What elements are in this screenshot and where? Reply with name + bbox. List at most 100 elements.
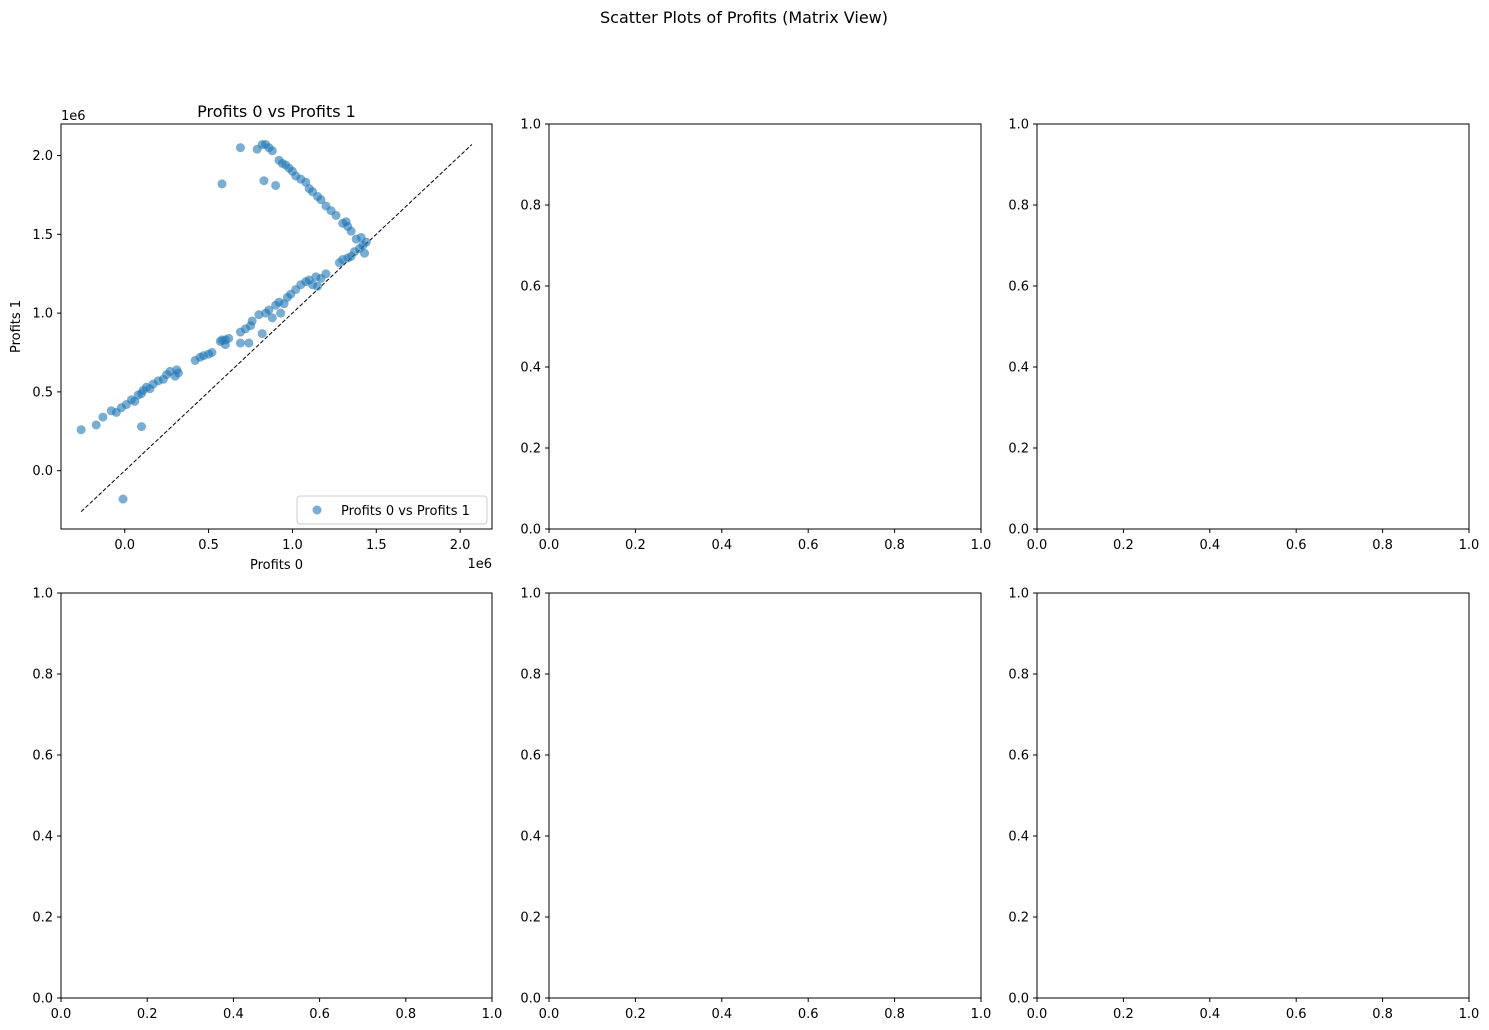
reference-diagonal-line — [80, 144, 473, 513]
y-tick-label: 0.8 — [520, 668, 541, 683]
y-tick-label: 1.0 — [1008, 587, 1029, 602]
y-tick-label: 0.6 — [520, 280, 541, 295]
data-point — [351, 234, 361, 244]
axes-frame — [548, 592, 982, 999]
y-tick-label: 0.8 — [520, 199, 541, 214]
x-tick-label: 1.0 — [971, 1007, 992, 1022]
y-tick-label: 0.6 — [1008, 749, 1029, 764]
x-tick-label: 0.6 — [798, 1007, 819, 1022]
x-tick-label: 0.0 — [51, 1007, 72, 1022]
data-point — [267, 313, 277, 323]
data-point — [313, 281, 323, 291]
x-tick-label: 1.5 — [366, 538, 387, 553]
legend-marker — [312, 505, 322, 515]
subplot-empty-2: 0.0 0.2 0.4 0.6 0.8 1.0 0.0 0.2 0.4 0.6 0.8 1.0 — [1008, 118, 1479, 554]
data-point — [235, 143, 245, 153]
x-tick-label: 0.6 — [1286, 538, 1307, 553]
x-tick-label: 0.4 — [223, 1007, 244, 1022]
y-tick-label: 0.2 — [32, 911, 53, 926]
y-tick-label: 0.0 — [32, 464, 53, 479]
x-tick-label: 0.2 — [1113, 1007, 1134, 1022]
data-point — [98, 412, 108, 422]
y-tick-label: 0.8 — [1008, 668, 1029, 683]
x-axis-label: Profits 0 — [250, 558, 303, 573]
data-point — [257, 329, 267, 339]
y-tick-label: 0.2 — [520, 442, 541, 457]
x-tick-label: 0.4 — [1199, 538, 1220, 553]
axes-frame — [60, 123, 493, 530]
y-tick-label: 1.0 — [32, 587, 53, 602]
data-point — [244, 338, 254, 348]
x-tick-label: 2.0 — [450, 538, 471, 553]
y-tick-label: 1.0 — [1008, 118, 1029, 133]
axes-frame — [1036, 592, 1470, 999]
x-tick-label: 0.2 — [625, 1007, 646, 1022]
x-tick-label: 0.6 — [1286, 1007, 1307, 1022]
axes-frame — [1036, 123, 1470, 530]
data-point — [207, 348, 217, 358]
data-point — [173, 368, 183, 378]
y-tick-label: 1.0 — [520, 118, 541, 133]
x-tick-label: 0.2 — [137, 1007, 158, 1022]
axes-frame — [60, 592, 493, 999]
x-tick-label: 0.8 — [395, 1007, 416, 1022]
y-tick-label: 0.4 — [32, 830, 53, 845]
subplot-empty-5: 0.0 0.2 0.4 0.6 0.8 1.0 0.0 0.2 0.4 0.6 0.8 1.0 — [1008, 587, 1479, 1023]
y-tick-label: 0.8 — [32, 668, 53, 683]
data-point — [321, 201, 331, 211]
subplot-empty-3: 0.0 0.2 0.4 0.6 0.8 1.0 0.0 0.2 0.4 0.6 0.8 1.0 — [32, 587, 502, 1023]
legend-label: Profits 0 vs Profits 1 — [341, 504, 470, 519]
data-point — [274, 155, 284, 165]
x-tick-label: 0.6 — [798, 538, 819, 553]
x-tick-label: 0.8 — [1372, 538, 1393, 553]
y-tick-label: 0.0 — [32, 992, 53, 1007]
x-tick-label: 1.0 — [482, 1007, 503, 1022]
data-point — [321, 269, 331, 279]
y-axis-label: Profits 1 — [9, 300, 24, 353]
x-tick-label: 0.0 — [1027, 538, 1048, 553]
x-tick-label: 0.4 — [711, 538, 732, 553]
x-tick-label: 0.5 — [198, 538, 219, 553]
x-tick-label: 0.8 — [884, 538, 905, 553]
x-tick-label: 1.0 — [1459, 538, 1480, 553]
x-tick-label: 0.2 — [625, 538, 646, 553]
x-tick-label: 1.0 — [971, 538, 992, 553]
x-tick-label: 0.0 — [1027, 1007, 1048, 1022]
y-tick-label: 0.0 — [1008, 523, 1029, 538]
x-tick-label: 0.6 — [309, 1007, 330, 1022]
data-point — [118, 494, 128, 504]
y-tick-label: 0.0 — [520, 523, 541, 538]
data-point — [76, 425, 86, 435]
y-tick-label: 0.8 — [1008, 199, 1029, 214]
y-tick-label: 0.6 — [520, 749, 541, 764]
subplot-empty-4: 0.0 0.2 0.4 0.6 0.8 1.0 0.0 0.2 0.4 0.6 0.8 1.0 — [520, 587, 991, 1023]
y-tick-label: 0.2 — [1008, 442, 1029, 457]
y-tick-label: 1.5 — [32, 228, 53, 243]
y-tick-label: 0.4 — [1008, 361, 1029, 376]
y-tick-label: 0.0 — [520, 992, 541, 1007]
data-point — [136, 422, 146, 432]
subplot-profits-0-vs-1: 0.0 0.5 1.0 1.5 2.0 0.0 0.5 1.0 1.5 2.0 Profits 0 … — [9, 102, 493, 573]
data-point — [217, 179, 227, 189]
x-tick-label: 0.0 — [539, 538, 560, 553]
y-tick-label: 2.0 — [32, 149, 53, 164]
y-tick-label: 0.2 — [520, 911, 541, 926]
axes-frame — [548, 123, 982, 530]
data-point — [235, 338, 245, 348]
x-tick-label: 0.0 — [114, 538, 135, 553]
data-point — [338, 218, 348, 228]
x-tick-label: 1.0 — [282, 538, 303, 553]
y-tick-label: 0.0 — [1008, 992, 1029, 1007]
data-point — [259, 176, 269, 186]
y-offset-text: 1e6 — [61, 109, 86, 124]
x-tick-label: 0.2 — [1113, 538, 1134, 553]
x-offset-text: 1e6 — [467, 557, 492, 572]
data-point — [254, 310, 264, 320]
data-point — [276, 308, 286, 318]
x-tick-label: 0.4 — [711, 1007, 732, 1022]
y-tick-label: 1.0 — [32, 307, 53, 322]
x-tick-label: 0.8 — [1372, 1007, 1393, 1022]
x-tick-label: 0.8 — [884, 1007, 905, 1022]
figure-suptitle: Scatter Plots of Profits (Matrix View) — [600, 8, 888, 27]
